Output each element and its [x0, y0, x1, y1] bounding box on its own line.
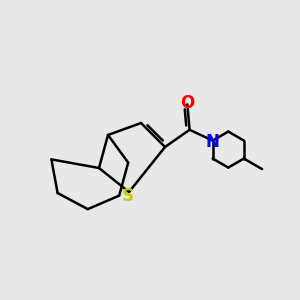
Text: S: S: [122, 187, 134, 205]
Text: N: N: [206, 133, 220, 151]
Text: O: O: [180, 94, 194, 112]
